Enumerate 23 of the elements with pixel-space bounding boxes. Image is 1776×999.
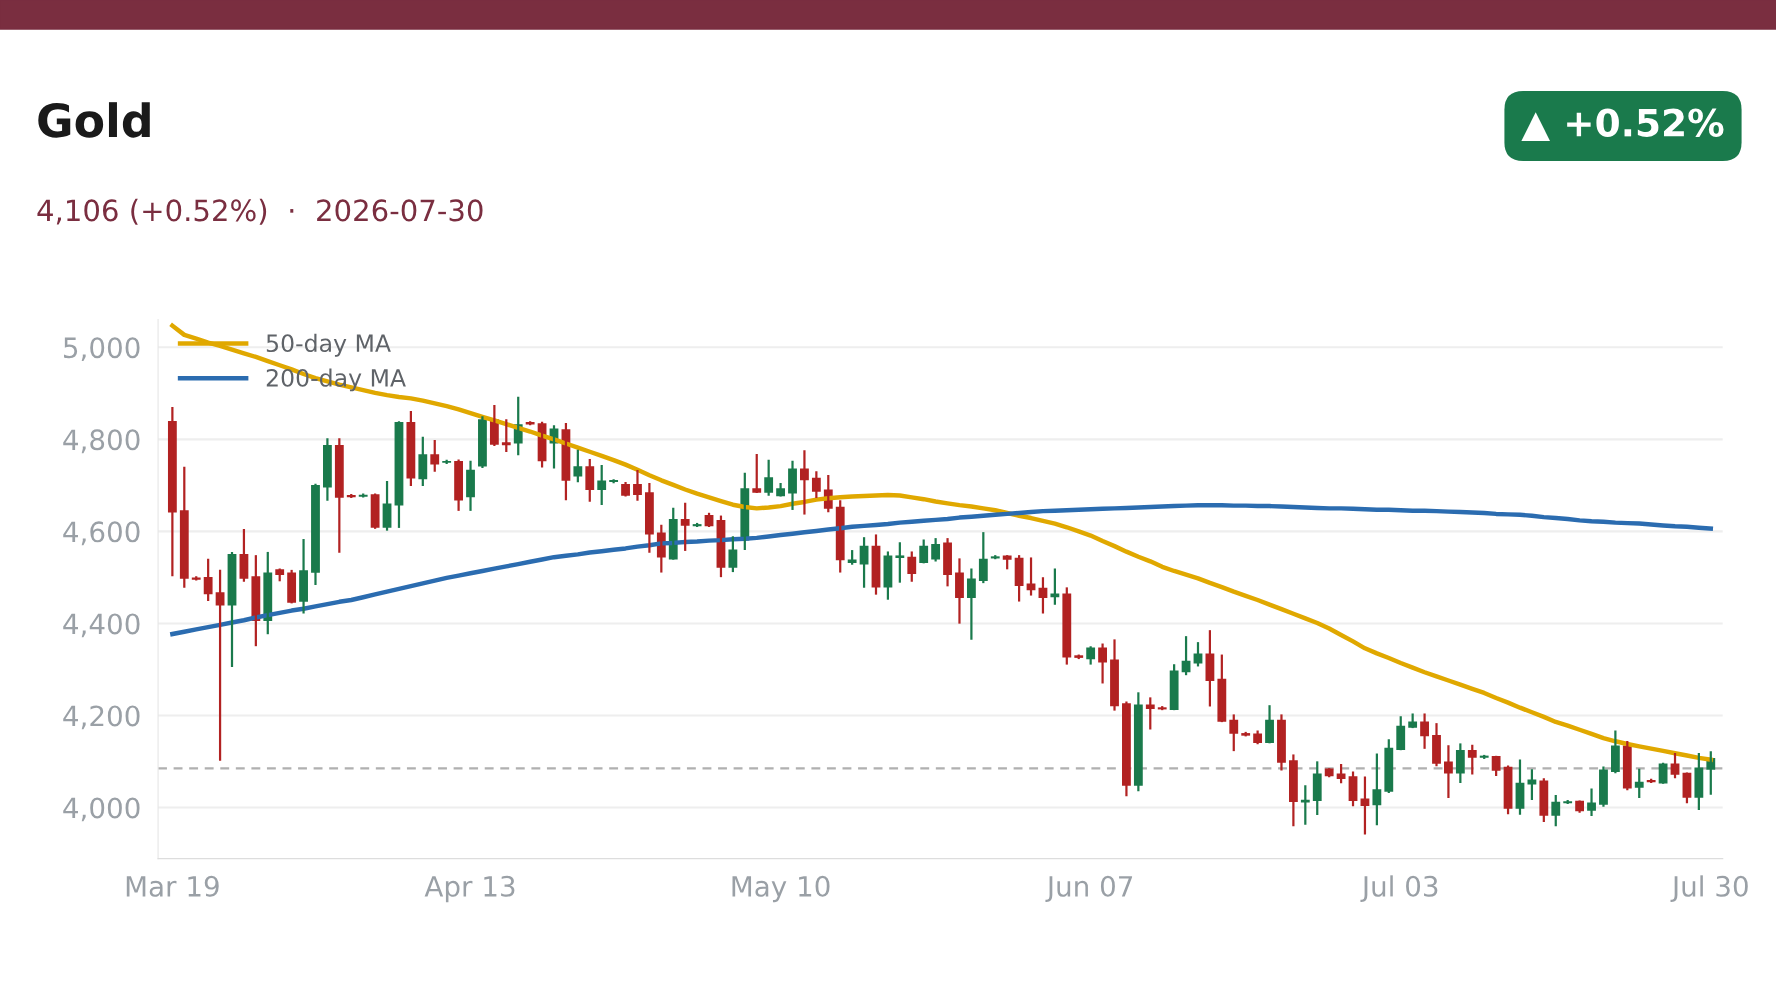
text: ▲ +0.52% — [1521, 108, 1724, 141]
candlestick — [525, 421, 535, 426]
y-tick-label: 4,800 — [63, 429, 140, 454]
y-tick-label: 4,600 — [63, 521, 140, 546]
candlestick — [1074, 654, 1084, 660]
x-tick-label: Apr 13 — [424, 875, 515, 903]
x-tick-label: May 10 — [732, 875, 830, 903]
y-tick-label: 4,000 — [63, 797, 140, 822]
y-tick-label: 4,400 — [63, 613, 140, 638]
candlestick — [1241, 731, 1251, 737]
x-tick-label: Mar 19 — [126, 875, 219, 897]
y-tick-label: 4,200 — [63, 705, 140, 730]
x-tick-label: Jul 03 — [1360, 875, 1438, 902]
legend-label: 50-day MA — [266, 333, 391, 357]
candlestick — [895, 542, 905, 583]
chart-subtitle: 4,106 (+0.52%) · 2026-07-30 — [37, 198, 483, 225]
x-tick-label: Jun 07 — [1045, 875, 1133, 902]
y-tick-label: 5,000 — [64, 337, 140, 362]
x-tick-label: Jul 30 — [1670, 875, 1748, 902]
candlestick — [752, 453, 762, 493]
line-series — [170, 502, 1714, 637]
candlestick — [1002, 555, 1012, 570]
chart-title: Gold — [38, 102, 150, 138]
